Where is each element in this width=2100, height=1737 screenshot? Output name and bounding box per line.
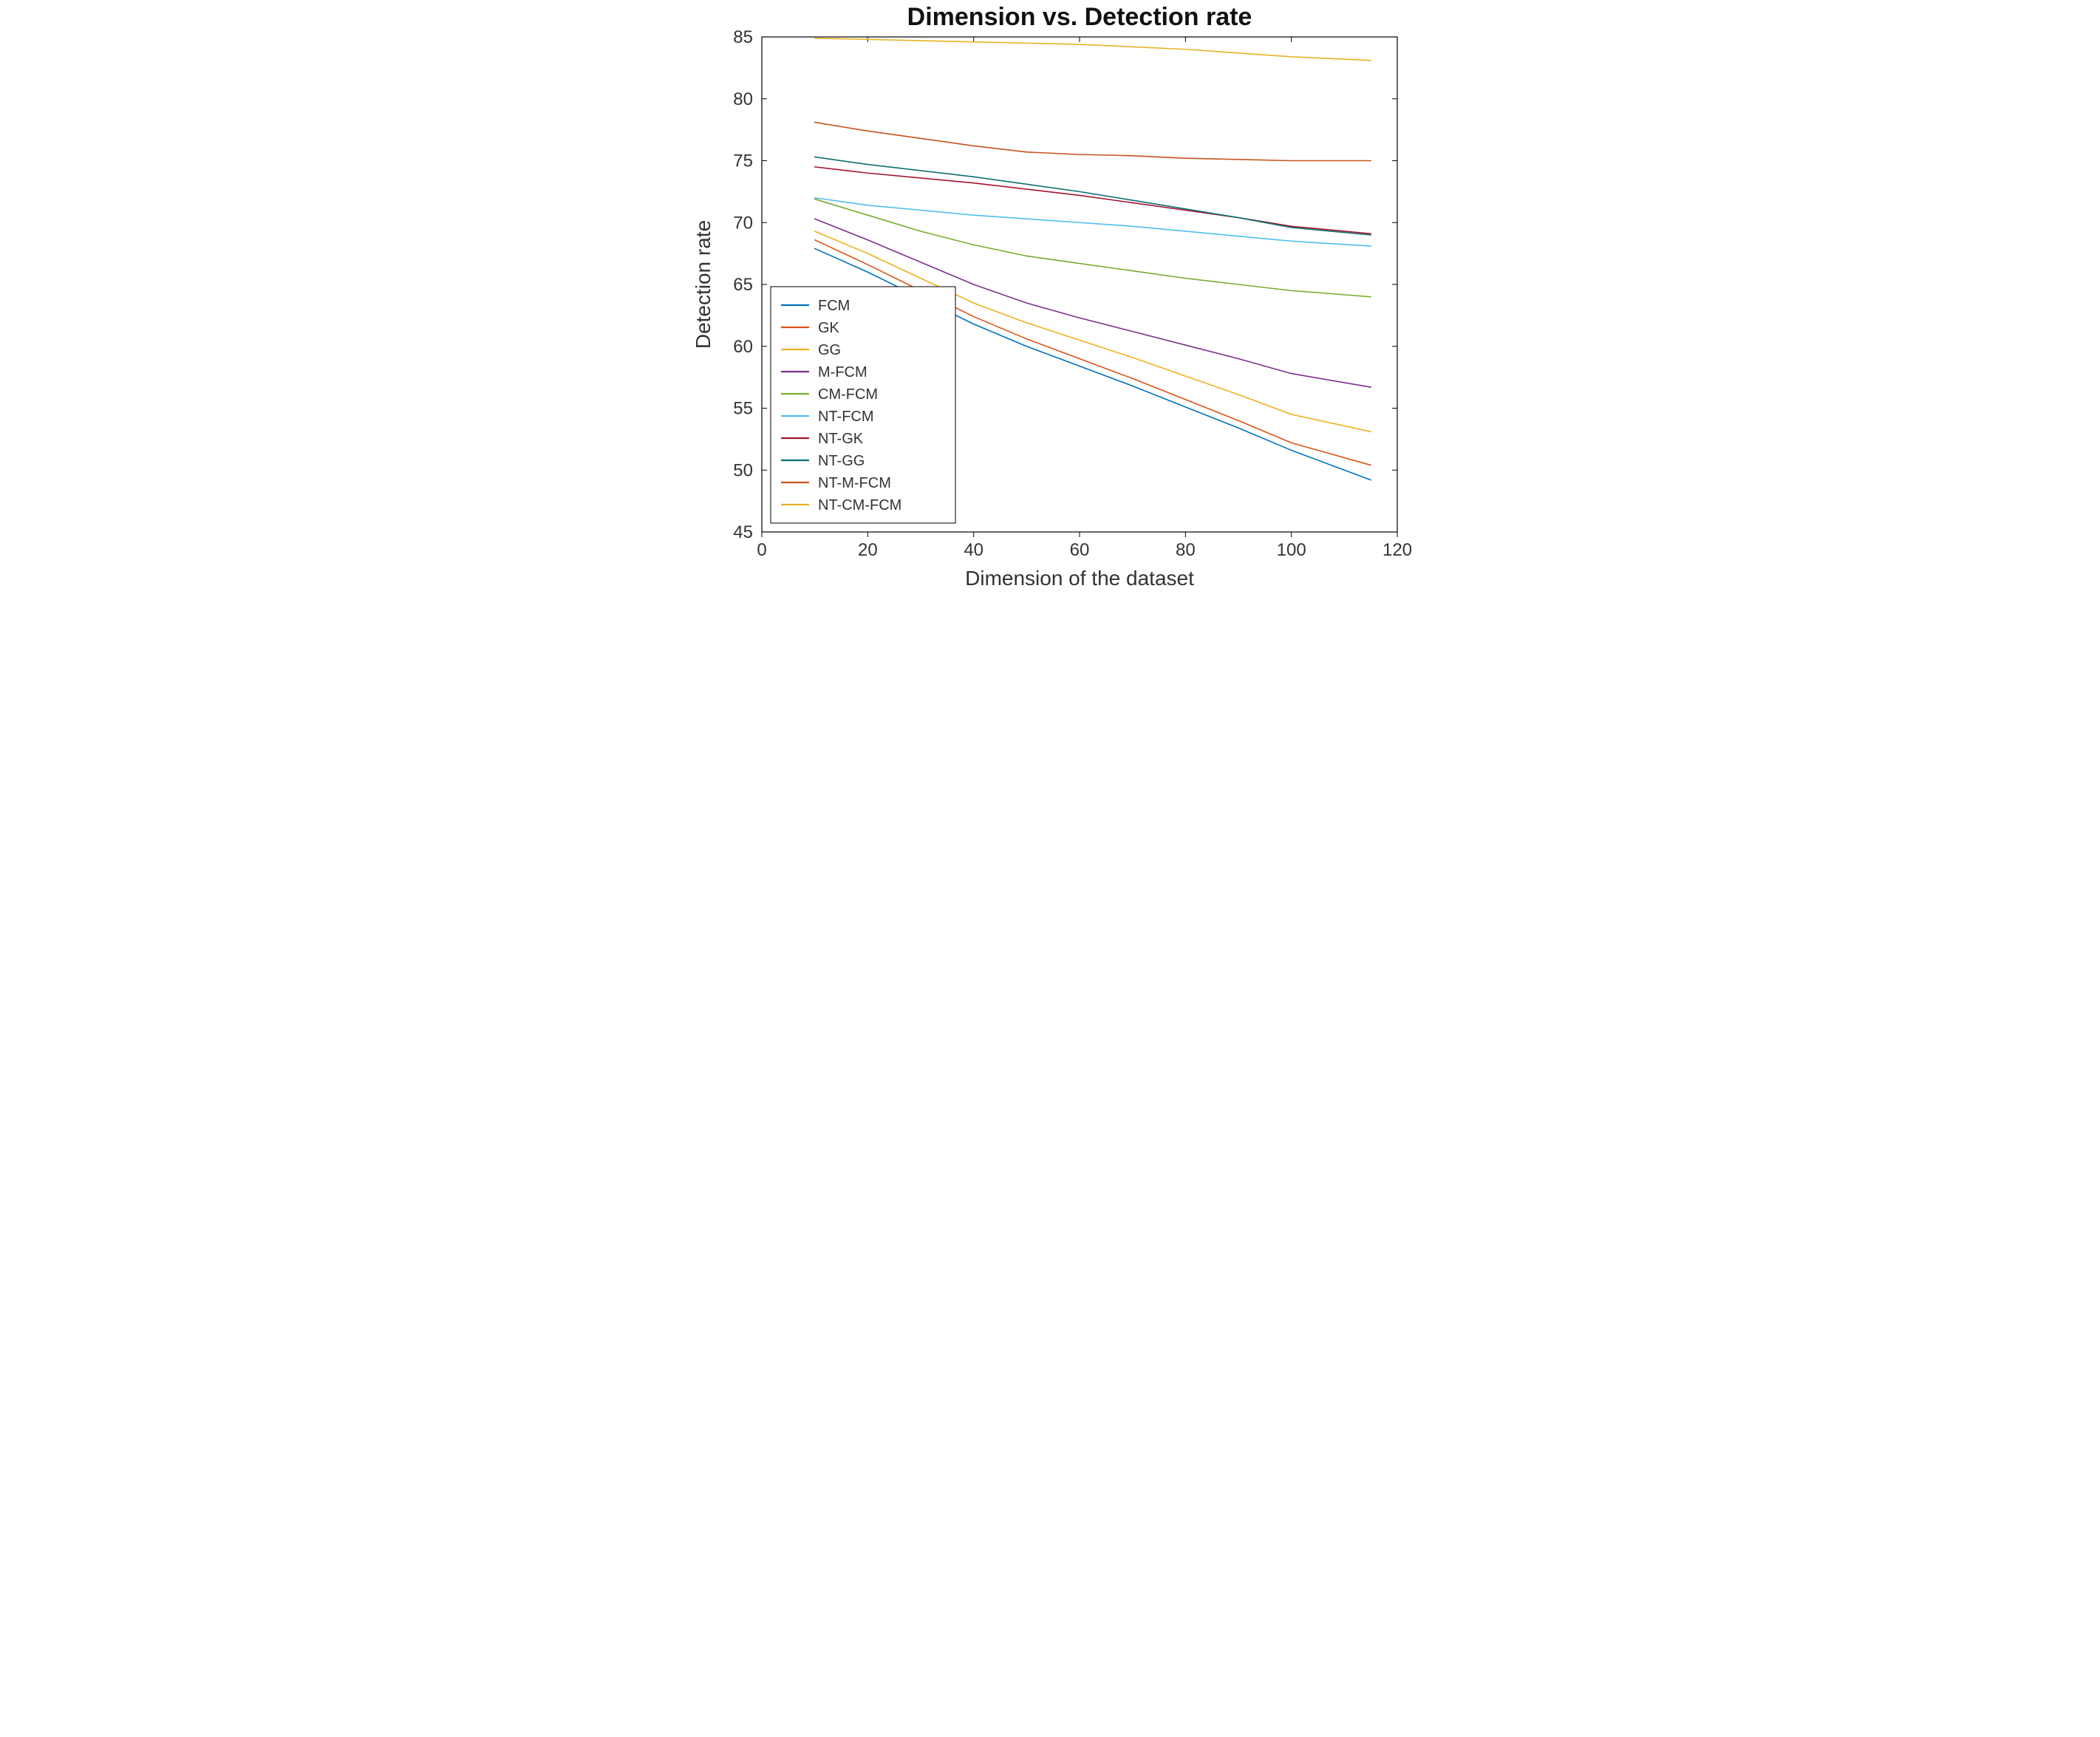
legend-label-fcm: FCM: [818, 298, 850, 314]
x-tick-label: 60: [1070, 540, 1090, 560]
legend-label-gk: GK: [818, 320, 840, 336]
y-axis-label: Detection rate: [692, 220, 715, 349]
y-tick-label: 65: [733, 275, 753, 295]
x-tick-label: 80: [1176, 540, 1196, 560]
legend: FCM GK GG M-FCM CM-FCM NT-FCM NT-GK NT-GG NT-M-F…: [771, 287, 955, 523]
chart-title: Dimension vs. Detection rate: [907, 3, 1252, 31]
x-tick-label: 20: [858, 540, 878, 560]
legend-label-nt-m-fcm: NT-M-FCM: [818, 475, 891, 491]
legend-label-m-fcm: M-FCM: [818, 364, 867, 380]
legend-label-nt-cm-fcm: NT-CM-FCM: [818, 497, 901, 513]
y-tick-label: 85: [733, 27, 753, 47]
legend-label-nt-gk: NT-GK: [818, 431, 864, 447]
line-chart-svg: 0 20 40 60 80 100 120 45 50 55 60 65 70 75 80 85 Dimensi…: [681, 0, 1419, 612]
y-tick-label: 60: [733, 337, 753, 357]
legend-label-nt-gg: NT-GG: [818, 453, 865, 469]
y-tick-label: 80: [733, 89, 753, 109]
legend-label-nt-fcm: NT-FCM: [818, 409, 874, 425]
y-tick-label: 70: [733, 213, 753, 233]
x-tick-label: 120: [1383, 540, 1412, 560]
y-tick-label: 55: [733, 399, 753, 419]
y-tick-label: 50: [733, 460, 753, 480]
y-tick-label: 75: [733, 151, 753, 171]
x-tick-label: 40: [964, 540, 983, 560]
x-tick-label: 100: [1277, 540, 1306, 560]
legend-label-gg: GG: [818, 342, 841, 358]
chart-container: 0 20 40 60 80 100 120 45 50 55 60 65 70 75 80 85 Dimensi…: [681, 0, 1419, 612]
y-tick-label: 45: [733, 522, 753, 542]
legend-label-cm-fcm: CM-FCM: [818, 386, 878, 403]
x-axis-label: Dimension of the dataset: [965, 567, 1194, 590]
x-tick-label: 0: [757, 540, 766, 560]
